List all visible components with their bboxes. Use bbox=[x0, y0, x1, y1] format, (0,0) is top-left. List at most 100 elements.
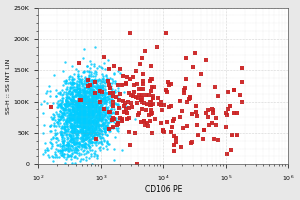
Point bbox=[85, 133, 90, 137]
Point bbox=[121, 74, 125, 77]
Point bbox=[99, 93, 104, 96]
Point bbox=[74, 67, 78, 70]
Point bbox=[115, 110, 120, 113]
Point bbox=[98, 97, 102, 100]
Point bbox=[226, 107, 231, 110]
Point bbox=[70, 137, 75, 140]
Point bbox=[72, 88, 77, 91]
Point bbox=[88, 94, 93, 97]
Point bbox=[70, 130, 74, 133]
Point bbox=[69, 82, 74, 86]
Point bbox=[116, 98, 121, 101]
Point bbox=[115, 122, 120, 126]
Point bbox=[64, 99, 69, 102]
Point bbox=[75, 82, 80, 85]
Point bbox=[63, 129, 68, 132]
Point bbox=[87, 85, 92, 88]
Point bbox=[73, 99, 78, 102]
Point bbox=[95, 113, 100, 116]
Point bbox=[95, 132, 100, 135]
Point bbox=[76, 77, 81, 81]
Point bbox=[75, 80, 80, 83]
Point bbox=[75, 115, 80, 118]
Point bbox=[85, 90, 89, 93]
Point bbox=[70, 114, 75, 118]
Point bbox=[82, 92, 87, 95]
Point bbox=[91, 103, 95, 106]
Point bbox=[70, 114, 75, 117]
Point bbox=[80, 118, 85, 122]
Point bbox=[72, 93, 77, 97]
Point bbox=[103, 112, 107, 116]
Point bbox=[99, 123, 103, 126]
Point bbox=[89, 104, 94, 107]
Point bbox=[72, 130, 77, 133]
Point bbox=[80, 130, 85, 133]
Point bbox=[102, 85, 107, 88]
Point bbox=[73, 131, 78, 134]
Point bbox=[60, 133, 64, 136]
Point bbox=[96, 112, 101, 115]
Point bbox=[92, 91, 97, 95]
Point bbox=[73, 140, 78, 143]
Point bbox=[74, 88, 79, 91]
Point bbox=[80, 94, 85, 98]
Point bbox=[86, 129, 91, 132]
Point bbox=[199, 73, 204, 76]
Point bbox=[81, 101, 86, 104]
Point bbox=[134, 69, 139, 72]
Point bbox=[72, 82, 77, 85]
Point bbox=[178, 145, 183, 148]
Point bbox=[105, 91, 110, 95]
Point bbox=[95, 67, 100, 70]
Point bbox=[82, 110, 86, 113]
Point bbox=[225, 113, 230, 117]
Point bbox=[94, 132, 99, 135]
Point bbox=[60, 153, 64, 156]
Point bbox=[79, 103, 83, 107]
Point bbox=[88, 110, 93, 113]
Point bbox=[68, 126, 73, 129]
Point bbox=[81, 117, 86, 120]
Point bbox=[108, 104, 113, 107]
Point bbox=[80, 123, 85, 126]
Point bbox=[100, 88, 104, 91]
Point bbox=[206, 109, 211, 112]
Point bbox=[92, 78, 97, 82]
Point bbox=[90, 109, 94, 112]
Point bbox=[85, 112, 90, 116]
Point bbox=[101, 124, 106, 127]
Point bbox=[86, 86, 91, 89]
Point bbox=[81, 99, 86, 102]
Point bbox=[50, 118, 55, 121]
Point bbox=[96, 78, 101, 81]
Point bbox=[64, 117, 69, 120]
Point bbox=[95, 113, 100, 117]
Point bbox=[70, 97, 75, 100]
Point bbox=[73, 113, 78, 116]
Point bbox=[68, 117, 73, 121]
Point bbox=[62, 110, 67, 113]
Point bbox=[84, 126, 89, 129]
Point bbox=[60, 133, 65, 136]
Point bbox=[85, 100, 90, 103]
Point bbox=[182, 89, 186, 92]
Point bbox=[72, 126, 77, 129]
Point bbox=[69, 101, 74, 105]
Point bbox=[94, 108, 98, 111]
Point bbox=[86, 121, 91, 124]
Point bbox=[63, 157, 68, 160]
Point bbox=[64, 102, 69, 105]
Point bbox=[67, 95, 71, 99]
Point bbox=[83, 115, 88, 118]
Point bbox=[84, 95, 88, 98]
Point bbox=[93, 128, 98, 131]
Point bbox=[80, 108, 85, 111]
Point bbox=[102, 90, 107, 93]
Point bbox=[80, 100, 84, 103]
Point bbox=[60, 135, 65, 139]
Point bbox=[103, 113, 107, 117]
Point bbox=[81, 143, 86, 147]
Point bbox=[68, 134, 73, 137]
Point bbox=[84, 95, 89, 98]
